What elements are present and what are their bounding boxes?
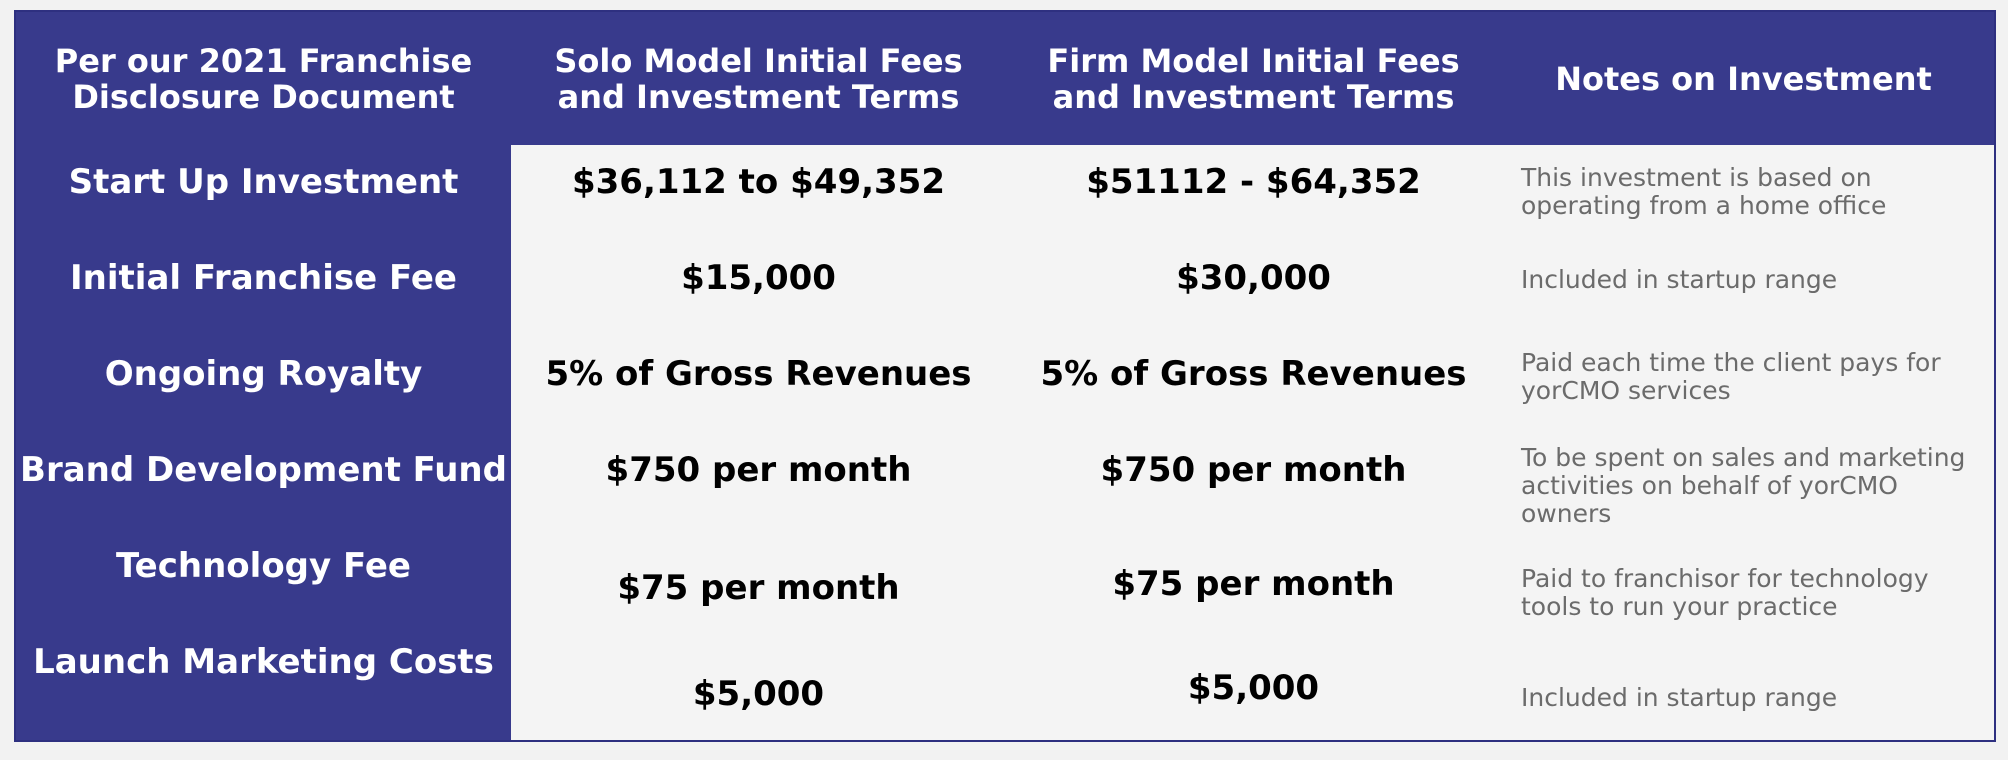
note-launch-marketing-costs: Included in startup range (1521, 683, 1838, 712)
note-startup-investment: This investment is based on operating fr… (1521, 163, 1887, 220)
firm-technology-fee: $75 per month (1112, 564, 1395, 604)
row-label-startup-investment: Start Up Investment (68, 162, 459, 202)
note-technology-fee: Paid to franchisor for technology tools … (1521, 564, 1929, 621)
header-disclosure-document: Per our 2021 Franchise Disclosure Docume… (54, 41, 473, 116)
solo-ongoing-royalty: 5% of Gross Revenues (545, 354, 972, 394)
row-label-launch-marketing-costs: Launch Marketing Costs (33, 642, 494, 682)
header-notes: Notes on Investment (1555, 59, 1932, 98)
franchise-fee-table: Per our 2021 Franchise Disclosure Docume… (14, 10, 1996, 742)
firm-launch-marketing-costs: $5,000 (1187, 668, 1320, 708)
note-brand-development-fund: To be spent on sales and marketing activ… (1521, 443, 1966, 528)
firm-initial-franchise-fee: $30,000 (1176, 258, 1331, 298)
table-body-background (511, 145, 1994, 740)
note-initial-franchise-fee: Included in startup range (1521, 265, 1838, 294)
firm-startup-investment: $51112 - $64,352 (1086, 162, 1421, 202)
header-solo-model: Solo Model Initial Fees and Investment T… (554, 41, 963, 116)
row-label-ongoing-royalty: Ongoing Royalty (104, 354, 423, 394)
row-label-initial-franchise-fee: Initial Franchise Fee (70, 258, 457, 298)
firm-brand-development-fund: $750 per month (1100, 450, 1407, 490)
note-ongoing-royalty: Paid each time the client pays for yorCM… (1521, 348, 1941, 405)
solo-startup-investment: $36,112 to $49,352 (571, 162, 945, 202)
solo-brand-development-fund: $750 per month (605, 450, 912, 490)
row-label-brand-development-fund: Brand Development Fund (20, 450, 507, 490)
row-label-technology-fee: Technology Fee (116, 546, 411, 586)
firm-ongoing-royalty: 5% of Gross Revenues (1040, 354, 1467, 394)
solo-initial-franchise-fee: $15,000 (681, 258, 836, 298)
solo-technology-fee: $75 per month (617, 568, 900, 608)
header-firm-model: Firm Model Initial Fees and Investment T… (1047, 41, 1460, 116)
solo-launch-marketing-costs: $5,000 (692, 674, 825, 714)
